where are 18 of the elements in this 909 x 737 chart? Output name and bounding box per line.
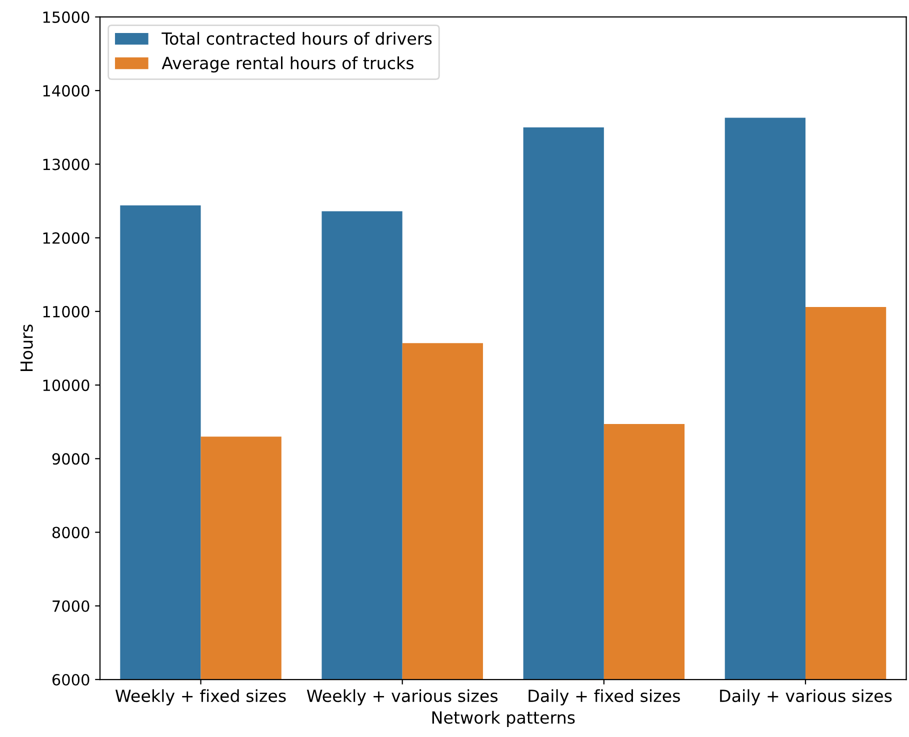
y-tick-label: 8000 (52, 526, 90, 538)
y-tick-label: 13000 (43, 158, 90, 170)
y-tick-label: 6000 (52, 674, 90, 686)
legend-label: Total contracted hours of drivers (162, 32, 432, 45)
y-axis-title: Hours (20, 324, 33, 372)
y-tick-label: 9000 (52, 453, 90, 465)
x-tick-label: Weekly + various sizes (306, 689, 498, 706)
y-tick-label: 14000 (43, 85, 90, 97)
x-tick-label: Daily + various sizes (720, 689, 892, 706)
x-tick-label: Daily + fixed sizes (528, 689, 680, 706)
x-tick-label: Weekly + fixed sizes (115, 689, 286, 706)
legend-label: Average rental hours of trucks (162, 56, 414, 73)
x-axis-title: Network patterns (432, 710, 575, 728)
y-tick-label: 15000 (43, 11, 90, 23)
y-tick-label: 12000 (43, 232, 90, 244)
y-tick-label: 11000 (43, 306, 90, 318)
y-tick-label: 10000 (43, 380, 90, 392)
y-tick-label: 7000 (52, 600, 90, 612)
